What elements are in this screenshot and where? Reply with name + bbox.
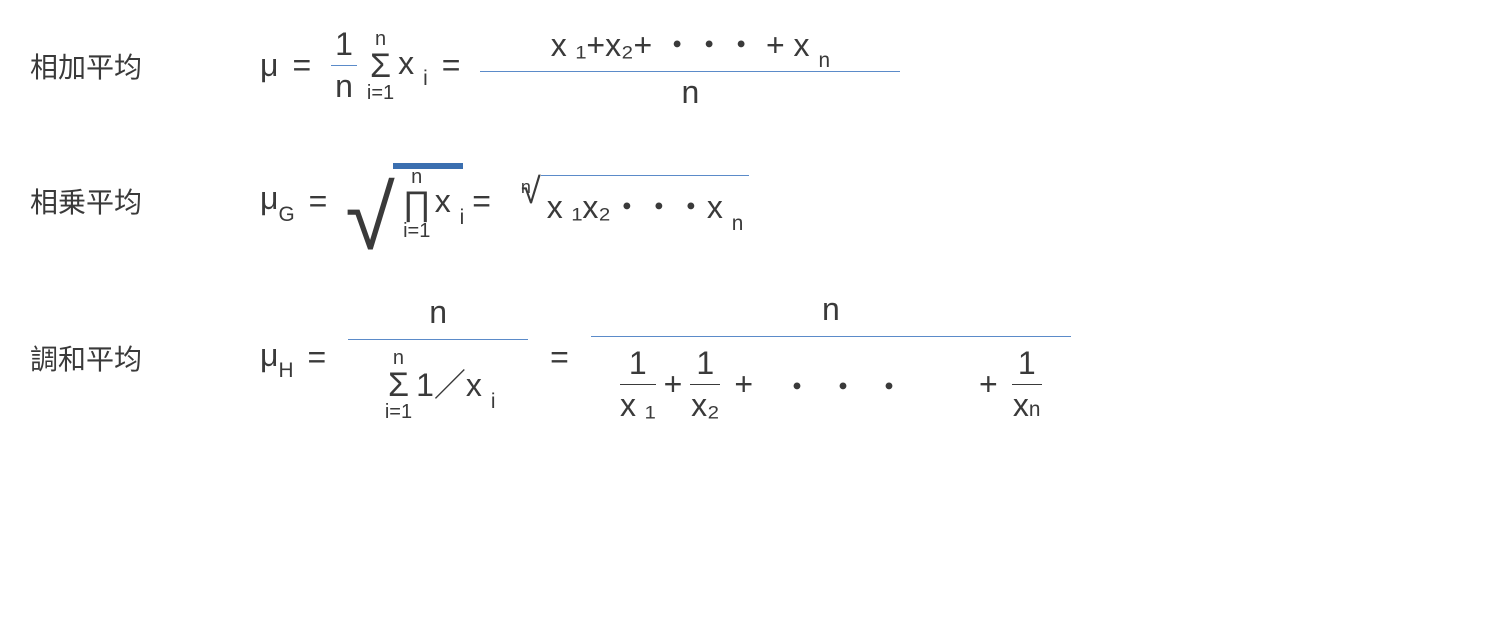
term-1-den: x ₁: [620, 385, 656, 424]
numerator-terms: x ₁+x₂+ ・・・ + x: [551, 27, 819, 63]
mu-g: μG: [260, 180, 295, 222]
one-over-x: 1／x: [416, 367, 482, 403]
plus-2: +: [734, 366, 753, 403]
term-1-num: 1: [629, 345, 647, 384]
harmonic-mean-formula: μH = n n Σ i=1 1／x i = n: [260, 291, 1079, 424]
square-root: √ n ∏ i=1 x i: [345, 161, 464, 241]
sigma-upper-2: n: [393, 348, 404, 368]
sigma-upper: n: [375, 29, 386, 49]
term-n: 1 x n: [1012, 345, 1042, 424]
product-operator: n ∏ i=1: [403, 167, 431, 241]
sigma-symbol-2: Σ: [388, 368, 409, 402]
plus-1: +: [664, 366, 683, 403]
radicand-expanded: x ₁x₂・・・x: [547, 189, 732, 225]
equals-4: =: [472, 183, 491, 220]
term-2: 1 x₂: [690, 345, 720, 424]
x-i-term-2: x i: [435, 183, 465, 225]
h-subscript: H: [278, 359, 293, 382]
term-2-num: 1: [696, 345, 714, 384]
g-subscript: G: [278, 203, 294, 226]
numerator-n-2: n: [822, 291, 840, 336]
product-symbol: ∏: [403, 187, 431, 221]
geometric-mean-row: 相乗平均 μG = √ n ∏ i=1 x i = n √: [30, 161, 1474, 241]
radical-symbol: √: [345, 188, 394, 251]
nth-root: n √ x ₁x₂・・・x n: [511, 173, 749, 229]
nth-root-radicand: x ₁x₂・・・x n: [541, 175, 750, 231]
term-2-den: x₂: [691, 385, 719, 424]
i-subscript-2: i: [460, 206, 465, 229]
radical-bar: [393, 163, 463, 169]
expanded-numerator: x ₁+x₂+ ・・・ + x n: [547, 20, 834, 71]
product-upper: n: [411, 167, 422, 187]
ellipsis: ・・・: [781, 362, 919, 408]
n-subscript: n: [818, 49, 830, 72]
inverse-xi: 1／x i: [416, 360, 495, 409]
arithmetic-mean-label: 相加平均: [30, 46, 260, 86]
x-var-2: x: [435, 183, 451, 219]
harmonic-mean-label: 調和平均: [30, 338, 260, 378]
harmonic-mean-row: 調和平均 μH = n n Σ i=1 1／x i = n: [30, 291, 1474, 424]
geometric-mean-label: 相乗平均: [30, 181, 260, 221]
denominator-sum: n Σ i=1 1／x i: [381, 340, 496, 422]
x-var-n: x: [1013, 387, 1029, 424]
denominator-expanded: 1 x ₁ + 1 x₂ + ・・・ + 1 x: [614, 337, 1048, 424]
n-subscript-3: n: [1029, 398, 1041, 422]
one-over-n: 1 n: [331, 26, 357, 105]
equals-6: =: [550, 339, 569, 376]
equals-2: =: [442, 47, 461, 84]
root-index: n: [521, 177, 531, 198]
expanded-fraction: x ₁+x₂+ ・・・ + x n n: [480, 20, 900, 111]
expanded-denominator: n: [677, 72, 703, 111]
equals-5: =: [307, 339, 326, 376]
mu-symbol: μ: [260, 47, 278, 84]
geometric-mean-formula: μG = √ n ∏ i=1 x i = n √ x ₁x₂・・: [260, 161, 755, 241]
numerator-n: n: [429, 294, 447, 339]
harmonic-fraction-1: n n Σ i=1 1／x i: [348, 294, 528, 422]
n-subscript-2: n: [732, 212, 744, 235]
i-subscript-3: i: [491, 390, 496, 413]
arithmetic-mean-row: 相加平均 μ = 1 n n Σ i=1 x i = x ₁+x₂+ ・・・ +…: [30, 20, 1474, 111]
product-lower: i=1: [403, 221, 430, 241]
x-var: x: [398, 45, 414, 81]
numerator-one: 1: [331, 26, 357, 65]
radicand-product: n ∏ i=1 x i: [395, 161, 465, 241]
x-i-term: x i: [398, 45, 428, 87]
sigma-operator: n Σ i=1: [367, 29, 394, 103]
mu-symbol-3: μ: [260, 337, 278, 373]
equals-3: =: [309, 183, 328, 220]
mu-h: μH: [260, 337, 293, 379]
term-n-num: 1: [1018, 345, 1036, 384]
plus-3: +: [979, 366, 998, 403]
mu-symbol-2: μ: [260, 180, 278, 216]
denominator-n: n: [331, 66, 357, 105]
sigma-lower-2: i=1: [385, 402, 412, 422]
term-n-den: x n: [1013, 385, 1041, 424]
arithmetic-mean-formula: μ = 1 n n Σ i=1 x i = x ₁+x₂+ ・・・ + x n …: [260, 20, 906, 111]
sigma-lower: i=1: [367, 83, 394, 103]
i-subscript: i: [423, 67, 428, 90]
term-1: 1 x ₁: [620, 345, 656, 424]
equals: =: [292, 47, 311, 84]
sigma-operator-2: n Σ i=1: [385, 348, 412, 422]
harmonic-fraction-2: n 1 x ₁ + 1 x₂ + ・・・ + 1: [591, 291, 1071, 424]
sigma-symbol: Σ: [370, 49, 391, 83]
